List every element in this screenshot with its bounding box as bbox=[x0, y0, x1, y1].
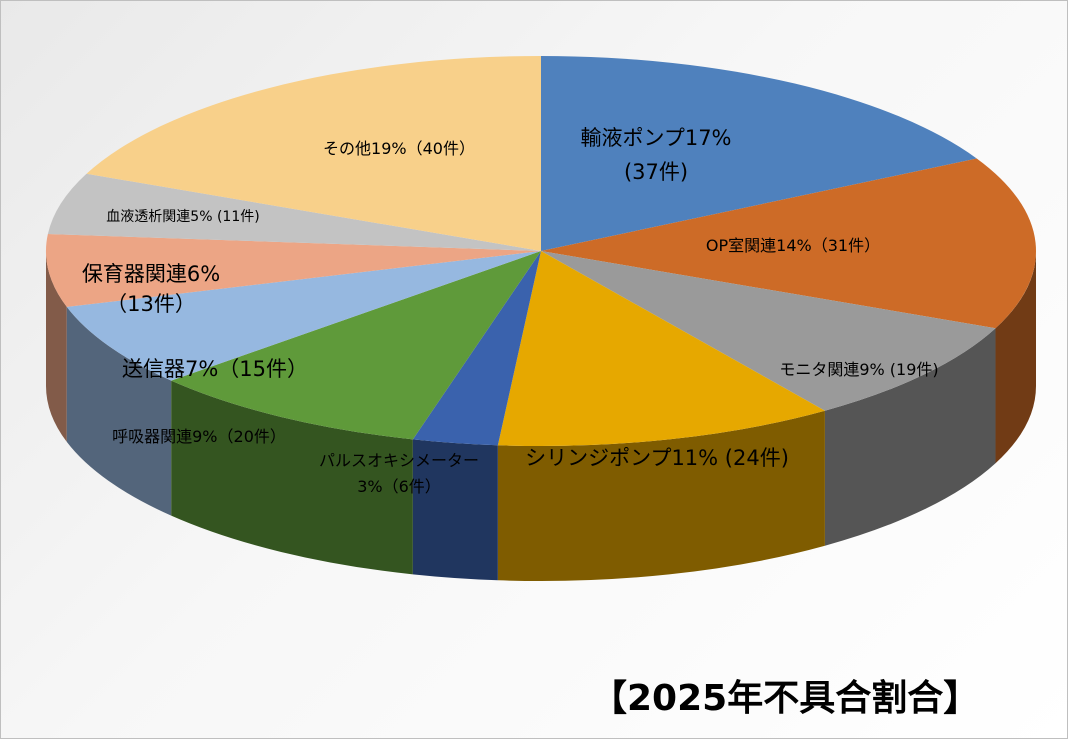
slice-5-side bbox=[171, 380, 413, 575]
slice-7-label: 保育器関連6%（13件） bbox=[82, 262, 220, 316]
slice-1 bbox=[541, 158, 1036, 329]
slice-0-label: 輸液ポンプ17% (37件) bbox=[580, 126, 731, 184]
slice-9-label: その他19%（40件） bbox=[323, 139, 475, 158]
slice-2 bbox=[541, 251, 996, 411]
slice-2-side bbox=[824, 328, 996, 546]
slice-3-label: シリンジポンプ11% (24件) bbox=[525, 446, 789, 470]
slice-7 bbox=[45, 234, 541, 307]
slice-1-label: OP室関連14%（31件） bbox=[706, 236, 880, 255]
slice-8-label: 血液透析関連5% (11件) bbox=[106, 209, 259, 225]
slice-5 bbox=[171, 251, 541, 440]
slice-2-label: モニタ関連9% (19件) bbox=[779, 360, 938, 379]
slice-5-label: 呼吸器関連9%（20件） bbox=[112, 427, 286, 446]
slice-3-side bbox=[497, 410, 825, 582]
chart-title: 【2025年不具合割合】 bbox=[591, 678, 980, 719]
slice-6 bbox=[66, 251, 541, 381]
slice-9 bbox=[86, 56, 541, 251]
slice-0 bbox=[541, 56, 977, 251]
slice-3 bbox=[497, 251, 825, 447]
slice-6-side bbox=[66, 306, 172, 516]
slice-4 bbox=[412, 251, 541, 446]
slice-7-side bbox=[46, 251, 67, 442]
slice-6-label: 送信器7%（15件） bbox=[122, 357, 308, 381]
slice-4-label: パルスオキシメーター 3%（6件） bbox=[319, 451, 479, 496]
slice-1-side bbox=[995, 251, 1036, 464]
slice-4-side bbox=[412, 439, 498, 581]
slice-8 bbox=[47, 173, 541, 251]
